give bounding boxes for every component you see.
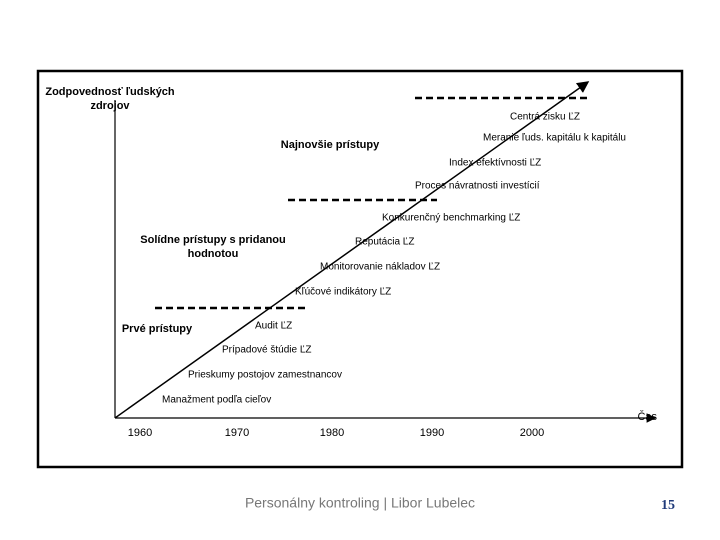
milestone: Index efektívnosti ĽZ xyxy=(449,158,541,169)
milestone: Prieskumy postojov zamestnancov xyxy=(188,370,342,381)
milestone: Audit ĽZ xyxy=(255,321,292,332)
page-number: 15 xyxy=(661,498,675,513)
trend-line xyxy=(114,81,590,419)
milestone: Konkurenčný benchmarking ĽZ xyxy=(382,213,520,224)
frame xyxy=(36,69,684,469)
milestone: Reputácia ĽZ xyxy=(355,237,414,248)
milestone: Meranie ľuds. kapitálu k kapitálu xyxy=(483,133,626,144)
era-label: hodnotou xyxy=(188,248,239,260)
year-label: 1970 xyxy=(225,427,249,439)
y-axis-label: zdrojov xyxy=(90,100,130,112)
milestone: Proces návratnosti investícií xyxy=(415,181,540,192)
era-label: Solídne prístupy s pridanou xyxy=(140,234,285,246)
milestone: Manažment podľa cieľov xyxy=(162,395,271,406)
era-label: Prvé prístupy xyxy=(122,323,193,335)
milestone: Centrá zisku ĽZ xyxy=(510,112,580,123)
y-axis-label: Zodpovednosť ľudských xyxy=(45,86,175,98)
x-axis-label: Čas xyxy=(637,410,657,423)
year-label: 1990 xyxy=(420,427,444,439)
milestone: Kľúčové indikátory ĽZ xyxy=(295,287,391,298)
era-label: Najnovšie prístupy xyxy=(281,139,380,151)
milestone: Monitorovanie nákladov ĽZ xyxy=(320,262,440,273)
milestone: Prípadové štúdie ĽZ xyxy=(222,345,312,356)
year-label: 2000 xyxy=(520,427,544,439)
year-label: 1980 xyxy=(320,427,344,439)
footer-text: Personálny kontroling | Libor Lubelec xyxy=(245,495,475,511)
year-label: 1960 xyxy=(128,427,152,439)
